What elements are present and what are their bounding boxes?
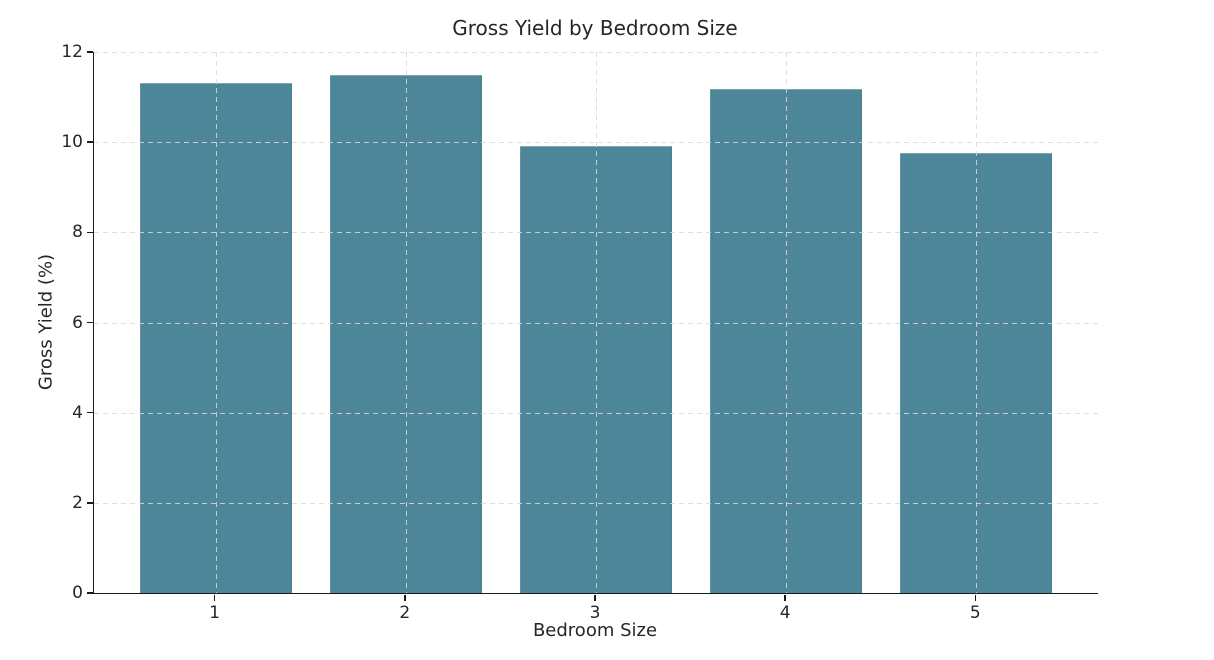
y-tick-label-6: 6 (72, 312, 83, 333)
x-tick-mark-5 (974, 595, 977, 601)
y-tick-label-4: 4 (72, 402, 83, 423)
y-tick-label-12: 12 (61, 42, 83, 62)
chart-title: Gross Yield by Bedroom Size (452, 16, 738, 40)
bar-bedroom-3 (519, 145, 672, 593)
y-tick-mark-10 (87, 141, 93, 143)
plot-area (93, 52, 1098, 594)
gridline-horizontal-12 (94, 52, 1098, 53)
x-axis-label: Bedroom Size (532, 620, 658, 641)
y-tick-mark-4 (87, 411, 93, 414)
x-tick-mark-3 (594, 595, 596, 601)
y-tick-mark-8 (87, 231, 93, 234)
y-tick-label-0: 0 (72, 583, 83, 603)
y-tick-mark-6 (87, 321, 93, 324)
y-tick-mark-2 (87, 502, 93, 504)
bar-bedroom-5 (900, 153, 1053, 593)
bar-bedroom-4 (710, 89, 863, 593)
x-tick-label-4: 4 (779, 603, 791, 623)
gridline-horizontal-4 (94, 412, 1098, 414)
y-tick-label-10: 10 (61, 132, 83, 153)
gridline-horizontal-2 (94, 502, 1098, 504)
x-tick-label-5: 5 (969, 603, 981, 623)
gridline-horizontal-8 (94, 232, 1098, 234)
x-tick-label-2: 2 (399, 603, 411, 623)
y-tick-label-2: 2 (72, 492, 83, 513)
y-tick-mark-0 (87, 592, 93, 594)
x-tick-label-3: 3 (589, 603, 601, 623)
bar-bedroom-1 (139, 82, 292, 593)
x-tick-mark-1 (213, 595, 216, 601)
y-tick-label-8: 8 (72, 222, 83, 243)
x-tick-mark-2 (404, 595, 406, 601)
gridline-horizontal-6 (94, 322, 1098, 324)
x-tick-mark-4 (784, 595, 786, 601)
x-tick-label-1: 1 (209, 603, 221, 623)
gridline-horizontal-10 (94, 142, 1098, 144)
y-tick-mark-12 (87, 51, 93, 53)
